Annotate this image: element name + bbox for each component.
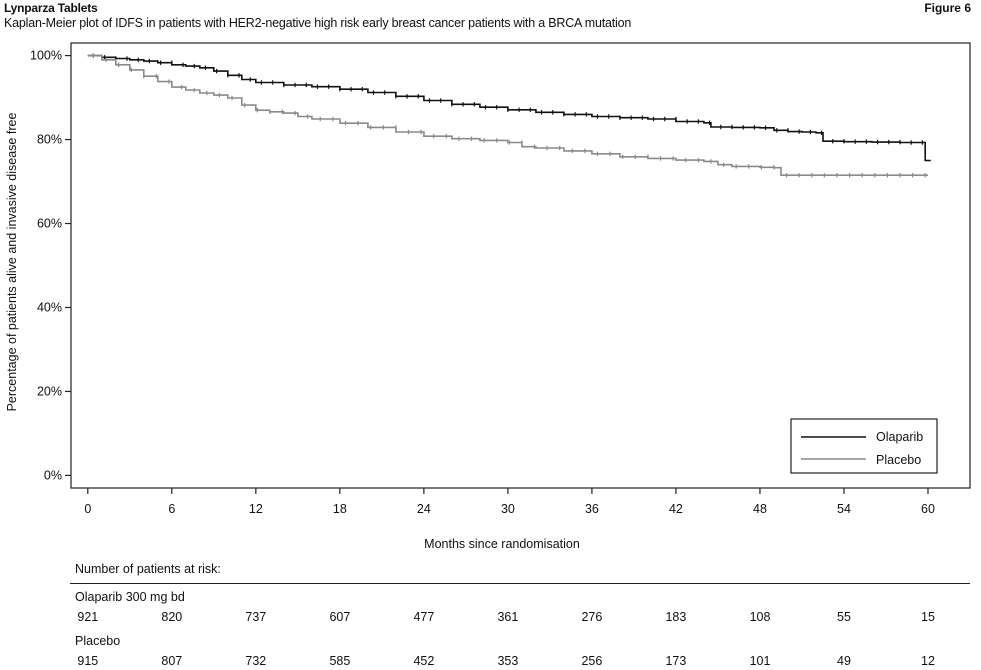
y-tick-label: 20% xyxy=(37,384,62,398)
risk-count: 732 xyxy=(245,654,267,668)
risk-row-olaparib: 921 820 737 607 477 361 276 183 108 55 15 xyxy=(0,610,981,626)
y-tick-label: 40% xyxy=(37,300,62,314)
risk-count: 452 xyxy=(413,654,435,668)
risk-count: 12 xyxy=(921,654,935,668)
risk-count: 183 xyxy=(665,610,687,624)
risk-count: 921 xyxy=(77,610,99,624)
series-layer xyxy=(87,53,931,178)
x-tick-label: 0 xyxy=(84,502,91,516)
plot-frame xyxy=(70,42,971,489)
x-tick-label: 24 xyxy=(417,502,431,516)
risk-row-label-olaparib: Olaparib 300 mg bd xyxy=(75,590,185,604)
x-tick-label: 36 xyxy=(585,502,599,516)
x-tick-label: 6 xyxy=(168,502,175,516)
risk-count: 49 xyxy=(837,654,851,668)
legend: Olaparib Placebo xyxy=(790,418,938,474)
figure-number: Figure 6 xyxy=(924,1,971,15)
legend-box xyxy=(790,418,938,474)
x-tick-label: 18 xyxy=(333,502,347,516)
x-tick-label: 42 xyxy=(669,502,683,516)
risk-count: 173 xyxy=(665,654,687,668)
km-plot: 0%20%40%60%80%100% 0 6 12 18 24 30 36 42 48 54 60 … xyxy=(5,42,971,551)
legend-olaparib-label: Olaparib xyxy=(876,430,923,444)
risk-count: 820 xyxy=(161,610,183,624)
x-tick-label: 54 xyxy=(837,502,851,516)
series-line-olaparib xyxy=(87,54,931,162)
risk-count: 15 xyxy=(921,610,935,624)
risk-table-heading: Number of patients at risk: xyxy=(75,562,221,576)
risk-count: 108 xyxy=(749,610,771,624)
legend-placebo-label: Placebo xyxy=(876,453,921,467)
y-tick-label: 60% xyxy=(37,217,62,231)
risk-count: 361 xyxy=(497,610,519,624)
chart-subtitle: Kaplan-Meier plot of IDFS in patients wi… xyxy=(4,16,632,30)
x-tick-label: 12 xyxy=(249,502,263,516)
risk-count: 55 xyxy=(837,610,851,624)
x-tick-label: 60 xyxy=(921,502,935,516)
risk-count: 585 xyxy=(329,654,351,668)
y-axis: 0% 20% 40% 60% 80% 100% xyxy=(30,49,71,482)
series-line-placebo xyxy=(87,54,928,176)
x-axis-label: Months since randomisation xyxy=(424,537,580,551)
risk-count: 477 xyxy=(413,610,435,624)
risk-count: 737 xyxy=(245,610,267,624)
y-axis-label: Percentage of patients alive and invasiv… xyxy=(5,113,19,412)
risk-row-label-placebo: Placebo xyxy=(75,634,121,648)
x-tick-label: 48 xyxy=(753,502,767,516)
risk-count: 807 xyxy=(161,654,183,668)
y-tick-label: 0% xyxy=(44,468,62,482)
risk-count: 607 xyxy=(329,610,351,624)
document-title: Lynparza Tablets xyxy=(4,1,98,15)
risk-row-placebo: 915 807 732 585 452 353 256 173 101 49 12 xyxy=(0,654,981,670)
risk-count: 915 xyxy=(77,654,99,668)
risk-count: 353 xyxy=(497,654,519,668)
risk-table-divider xyxy=(70,583,970,584)
risk-count: 276 xyxy=(581,610,603,624)
y-tick-label: 100% xyxy=(30,49,62,63)
risk-count: 101 xyxy=(749,654,771,668)
y-tick-label: 80% xyxy=(37,133,62,147)
risk-count: 256 xyxy=(581,654,603,668)
x-tick-label: 30 xyxy=(501,502,515,516)
x-axis: 0 6 12 18 24 30 36 42 48 54 60 xyxy=(84,488,935,516)
